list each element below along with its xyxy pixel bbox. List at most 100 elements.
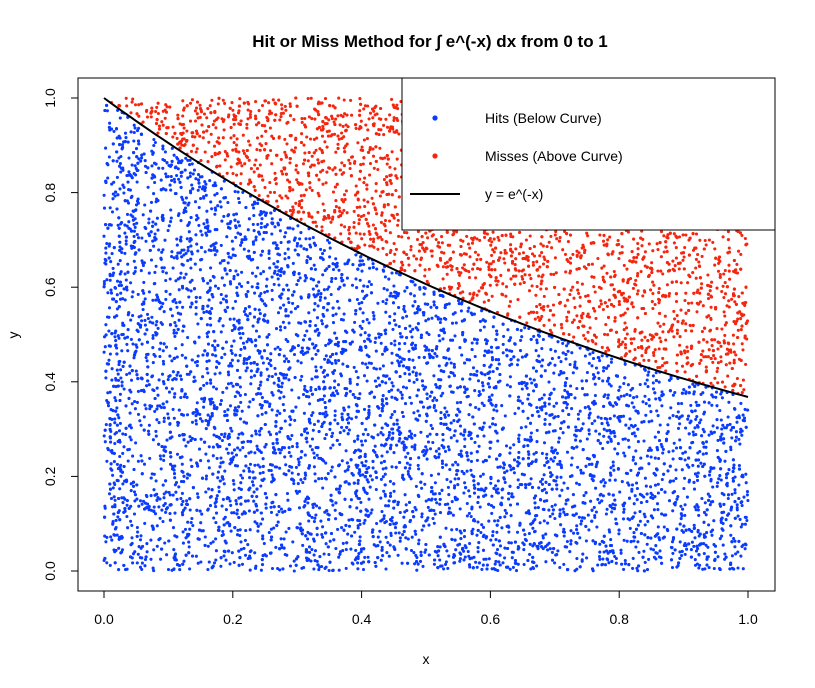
hit-point: [465, 469, 469, 473]
miss-point: [356, 213, 360, 218]
hit-point: [394, 531, 398, 535]
hit-point: [287, 450, 291, 455]
hit-point: [460, 353, 464, 357]
miss-point: [365, 137, 369, 141]
hit-point: [228, 404, 233, 408]
hit-point: [712, 519, 716, 523]
hit-point: [146, 185, 150, 189]
hit-point: [355, 506, 359, 510]
hit-point: [557, 436, 561, 440]
miss-point: [720, 289, 724, 294]
hit-point: [333, 379, 337, 383]
hit-point: [362, 374, 367, 378]
hit-point: [166, 567, 171, 572]
hit-point: [601, 494, 605, 498]
hit-point: [219, 330, 223, 334]
hit-point: [701, 452, 705, 456]
hit-point: [262, 210, 266, 214]
hit-point: [522, 548, 526, 552]
hit-point: [482, 421, 486, 425]
hit-point: [396, 553, 400, 557]
hit-point: [215, 494, 219, 498]
hit-point: [307, 395, 311, 399]
miss-point: [710, 344, 714, 348]
hit-point: [200, 233, 204, 237]
hit-point: [481, 563, 485, 567]
miss-point: [331, 104, 335, 108]
hit-point: [606, 396, 610, 400]
hit-point: [370, 508, 374, 512]
hit-point: [522, 562, 526, 567]
miss-point: [353, 193, 358, 197]
miss-point: [500, 292, 504, 296]
hit-point: [647, 398, 651, 402]
hit-point: [383, 472, 387, 476]
hit-point: [447, 554, 451, 558]
hit-point: [566, 395, 571, 399]
hit-point: [469, 468, 473, 472]
hit-point: [254, 274, 258, 278]
hit-point: [437, 455, 441, 459]
hit-point: [535, 338, 539, 342]
hit-point: [380, 443, 384, 447]
hit-point: [258, 383, 262, 387]
hit-point: [674, 446, 679, 450]
hit-point: [437, 472, 441, 476]
hit-point: [150, 164, 154, 168]
hit-point: [163, 158, 167, 163]
hit-point: [151, 336, 155, 340]
miss-point: [696, 252, 700, 257]
hit-point: [718, 408, 722, 413]
hit-point: [685, 495, 689, 499]
hit-point: [708, 494, 712, 498]
miss-point: [684, 291, 688, 295]
hit-point: [160, 508, 164, 512]
hit-point: [419, 550, 423, 554]
miss-point: [223, 158, 227, 162]
hit-point: [120, 349, 124, 353]
hit-point: [288, 437, 292, 441]
miss-point: [212, 144, 217, 148]
hit-point: [193, 262, 197, 266]
miss-point: [189, 149, 194, 153]
hit-point: [570, 407, 574, 411]
hit-point: [503, 414, 507, 418]
miss-point: [418, 263, 422, 267]
hit-point: [385, 450, 389, 454]
hit-point: [238, 376, 242, 380]
hit-point: [157, 505, 161, 509]
hit-point: [347, 518, 351, 522]
hit-point: [293, 248, 297, 252]
hit-point: [736, 514, 740, 518]
hit-point: [734, 430, 738, 434]
miss-point: [271, 98, 275, 102]
hit-point: [414, 373, 418, 377]
miss-point: [553, 233, 557, 237]
hit-point: [467, 511, 471, 515]
hit-point: [523, 326, 527, 330]
hit-point: [191, 172, 195, 176]
hit-point: [261, 270, 266, 274]
hit-point: [520, 401, 525, 405]
miss-point: [300, 120, 304, 124]
hit-point: [264, 502, 268, 506]
hit-point: [121, 501, 125, 505]
hit-point: [367, 321, 371, 325]
miss-point: [679, 308, 683, 312]
hit-point: [315, 316, 320, 320]
hit-point: [438, 320, 442, 325]
hit-point: [733, 545, 737, 549]
hit-point: [212, 404, 216, 408]
hit-point: [436, 545, 440, 549]
miss-point: [713, 338, 717, 342]
miss-point: [698, 291, 702, 295]
miss-point: [513, 267, 517, 271]
hit-point: [270, 374, 274, 379]
hit-point: [198, 417, 203, 421]
hit-point: [579, 468, 583, 472]
miss-point: [394, 188, 398, 193]
miss-point: [356, 197, 360, 201]
hit-point: [175, 237, 179, 241]
hit-point: [218, 261, 222, 265]
hit-point: [149, 494, 153, 498]
